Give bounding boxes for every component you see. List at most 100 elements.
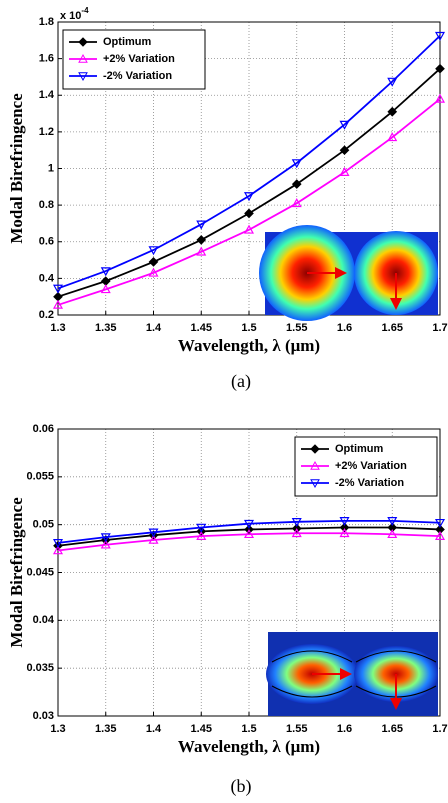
legend-marker — [78, 37, 88, 47]
x-tick-label: 1.65 — [382, 723, 403, 735]
x-tick-label: 1.55 — [286, 322, 307, 334]
x-axis-label: Wavelength, λ (μm) — [178, 336, 320, 355]
x-tick-label: 1.35 — [95, 723, 116, 735]
data-point — [148, 257, 159, 267]
data-point — [291, 159, 302, 169]
data-point — [52, 545, 64, 555]
data-point — [244, 208, 254, 219]
x-tick-label: 1.7 — [432, 723, 447, 735]
data-point — [196, 246, 207, 256]
series-line — [57, 519, 441, 544]
data-point — [196, 530, 207, 540]
data-point — [339, 528, 350, 538]
x-tick-label: 1.6 — [337, 723, 352, 735]
y-tick-label: 0.03 — [33, 710, 54, 722]
data-point — [148, 267, 159, 277]
data-point — [243, 519, 255, 529]
data-point — [339, 517, 350, 527]
data-point — [148, 528, 159, 538]
y-multiplier-base: x 10 — [60, 10, 81, 22]
data-point — [434, 518, 446, 528]
legend-label: -2% Variation — [335, 477, 404, 489]
inset-image-b — [266, 632, 438, 716]
legend-label: Optimum — [335, 443, 383, 455]
y-tick-label: 0.045 — [26, 566, 54, 578]
y-tick-label: 0.035 — [26, 662, 54, 674]
y-tick-label: 0.055 — [26, 471, 54, 483]
data-point — [196, 523, 207, 533]
x-tick-label: 1.7 — [432, 322, 447, 334]
data-point — [387, 106, 398, 117]
legend-marker — [310, 479, 320, 489]
x-tick-label: 1.45 — [191, 322, 212, 334]
data-point — [196, 220, 207, 230]
y-tick-label: 1.6 — [39, 53, 54, 65]
legend-label: Optimum — [103, 36, 151, 48]
data-point — [435, 63, 445, 74]
data-point — [100, 533, 111, 543]
legend-marker — [78, 72, 88, 82]
y-tick-label: 0.06 — [33, 423, 54, 435]
x-tick-label: 1.4 — [146, 322, 162, 334]
x-tick-label: 1.55 — [286, 723, 307, 735]
data-point — [100, 267, 111, 277]
data-point — [52, 284, 64, 294]
x-tick-label: 1.4 — [146, 723, 162, 735]
data-point — [339, 166, 350, 176]
data-point — [100, 284, 111, 294]
data-point — [243, 528, 255, 539]
y-tick-label: 1 — [48, 162, 54, 174]
data-point — [387, 77, 398, 87]
y-tick-label: 1.8 — [39, 16, 54, 28]
x-axis-label: Wavelength, λ (μm) — [178, 737, 320, 756]
data-point — [243, 224, 255, 234]
data-point — [387, 528, 398, 539]
x-tick-label: 1.5 — [241, 322, 256, 334]
data-point — [435, 524, 445, 535]
data-point — [434, 530, 446, 540]
legend-marker — [310, 460, 320, 470]
data-point — [148, 534, 159, 544]
data-point — [387, 522, 398, 533]
caption: (b) — [231, 776, 252, 797]
legend-label: -2% Variation — [103, 70, 172, 82]
x-tick-label: 1.45 — [191, 723, 212, 735]
y-axis-label: Modal Birefringence — [7, 93, 26, 244]
data-point — [434, 93, 446, 103]
y-tick-label: 0.04 — [33, 614, 55, 626]
series-line — [57, 532, 441, 552]
data-point — [291, 198, 302, 208]
legend-label: +2% Variation — [335, 460, 407, 472]
y-tick-label: 0.4 — [39, 272, 55, 284]
y-multiplier: x 10-4 — [60, 6, 89, 22]
plot-frame — [57, 428, 441, 717]
data-point — [387, 132, 398, 142]
legend-marker — [310, 444, 320, 454]
y-multiplier-exponent: -4 — [81, 6, 89, 15]
series-line — [57, 35, 441, 290]
data-point — [339, 120, 350, 130]
y-tick-label: 1.4 — [39, 89, 55, 101]
x-tick-label: 1.3 — [50, 322, 65, 334]
series-line — [57, 98, 441, 306]
data-point — [196, 235, 207, 245]
y-tick-label: 0.05 — [33, 519, 54, 531]
data-point — [52, 539, 64, 549]
x-tick-label: 1.6 — [337, 322, 352, 334]
data-point — [387, 517, 398, 527]
data-point — [243, 192, 255, 202]
y-tick-label: 0.2 — [39, 309, 54, 321]
x-tick-label: 1.35 — [95, 322, 116, 334]
y-tick-label: 0.6 — [39, 236, 54, 248]
caption: (a) — [231, 371, 251, 392]
x-tick-label: 1.5 — [241, 723, 256, 735]
plot-frame — [57, 21, 441, 316]
data-point — [100, 539, 111, 549]
y-tick-label: 1.2 — [39, 126, 54, 138]
legend-label: +2% Variation — [103, 53, 175, 65]
data-point — [339, 145, 350, 156]
data-point — [52, 299, 64, 309]
inset-image-a — [259, 225, 438, 321]
x-tick-label: 1.65 — [382, 322, 403, 334]
